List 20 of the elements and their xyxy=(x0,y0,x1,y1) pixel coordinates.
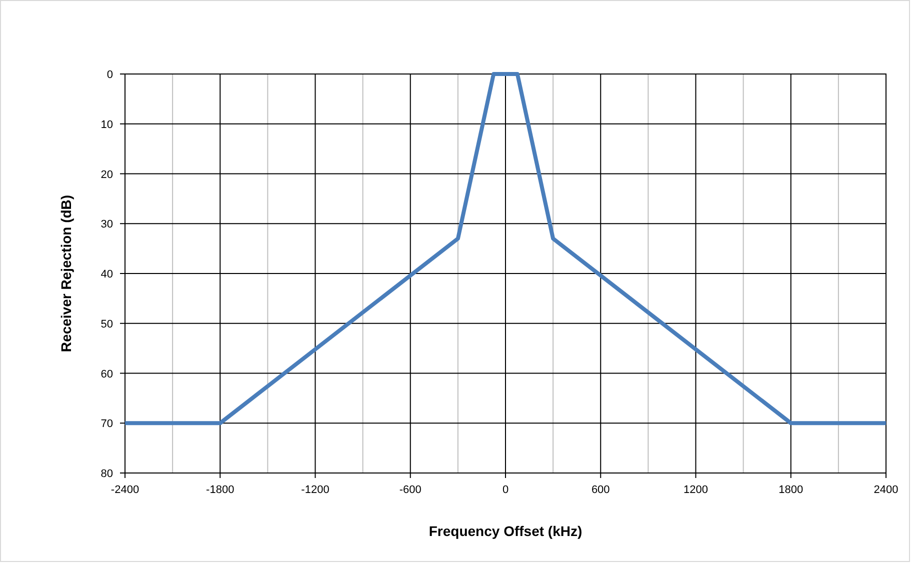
y-tick-label: 50 xyxy=(100,318,113,330)
x-tick-label: 1200 xyxy=(684,484,708,496)
y-tick-label: 10 xyxy=(100,118,113,131)
x-tick-label: 600 xyxy=(591,484,610,496)
x-tick-label: -1200 xyxy=(301,484,330,496)
y-tick-label: 80 xyxy=(100,468,113,480)
y-tick-label: 20 xyxy=(100,168,113,181)
y-tick-label: 70 xyxy=(100,418,113,430)
y-tick-label: 0 xyxy=(106,69,113,81)
x-axis-title: Frequency Offset (kHz) xyxy=(428,523,582,539)
y-tick-label: 30 xyxy=(100,218,113,231)
x-tick-label: 1800 xyxy=(778,484,804,496)
x-tick-label: -2400 xyxy=(110,484,140,496)
x-tick-label: 2400 xyxy=(874,484,898,496)
y-tick-label: 40 xyxy=(100,268,113,280)
y-axis-title: Receiver Rejection (dB) xyxy=(58,194,74,352)
x-tick-label: 0 xyxy=(502,484,509,496)
x-tick-label: -1800 xyxy=(206,484,234,496)
y-tick-label: 60 xyxy=(100,368,113,380)
x-tick-label: -600 xyxy=(399,484,422,496)
